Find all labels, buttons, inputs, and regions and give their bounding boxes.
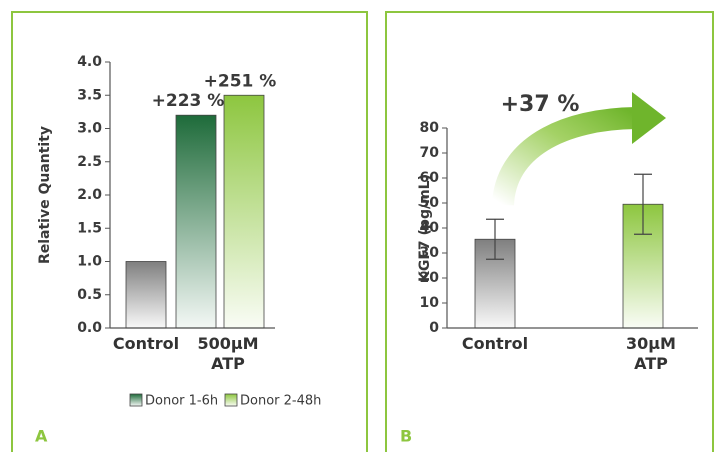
y-tick-label: 0 — [429, 320, 439, 336]
panel-label: B — [400, 427, 412, 446]
arrow — [492, 107, 641, 206]
y-axis-label: Relative Quantity — [37, 126, 53, 264]
y-tick-label: 1.0 — [77, 254, 102, 270]
legend-swatch — [224, 393, 238, 407]
x-tick-label: 500µM ATP — [197, 334, 259, 373]
y-tick-label: 3.5 — [77, 87, 102, 103]
y-tick-label: 10 — [420, 295, 440, 311]
y-tick-label: 20 — [420, 270, 440, 286]
y-tick-label: 4.0 — [77, 54, 102, 70]
legend-label: Donor 1-6h — [145, 394, 218, 409]
y-tick-label: 70 — [420, 145, 440, 161]
legend-swatch — [129, 393, 143, 407]
y-tick-label: 1.5 — [77, 220, 102, 236]
legend-label: Donor 2-48h — [240, 394, 321, 409]
y-tick-label: 40 — [420, 220, 440, 236]
bar — [125, 261, 167, 329]
panel-label: A — [35, 427, 48, 446]
annotation: +251 % — [204, 71, 277, 91]
x-tick-label: Control — [461, 334, 529, 353]
bar — [223, 94, 265, 329]
y-tick-label: 50 — [420, 195, 440, 211]
y-tick-label: 0.0 — [77, 320, 102, 336]
y-tick-label: 30 — [420, 245, 440, 261]
annotation: +37 % — [501, 92, 580, 117]
y-tick-label: 3.0 — [77, 121, 102, 137]
panel-frame — [11, 11, 368, 452]
x-tick-label: 30µM ATP — [626, 334, 676, 373]
panel-frame — [385, 11, 714, 452]
y-tick-label: 0.5 — [77, 287, 102, 303]
y-tick-label: 2.5 — [77, 154, 102, 170]
y-tick-label: 80 — [420, 120, 440, 136]
y-tick-label: 60 — [420, 170, 440, 186]
annotation: +223 % — [152, 91, 225, 111]
x-tick-label: Control — [112, 334, 180, 353]
y-tick-label: 2.0 — [77, 187, 102, 203]
bar — [175, 114, 217, 329]
y-axis-label: KGF7 (pg/mL) — [417, 174, 433, 282]
arrow-head — [632, 92, 666, 144]
